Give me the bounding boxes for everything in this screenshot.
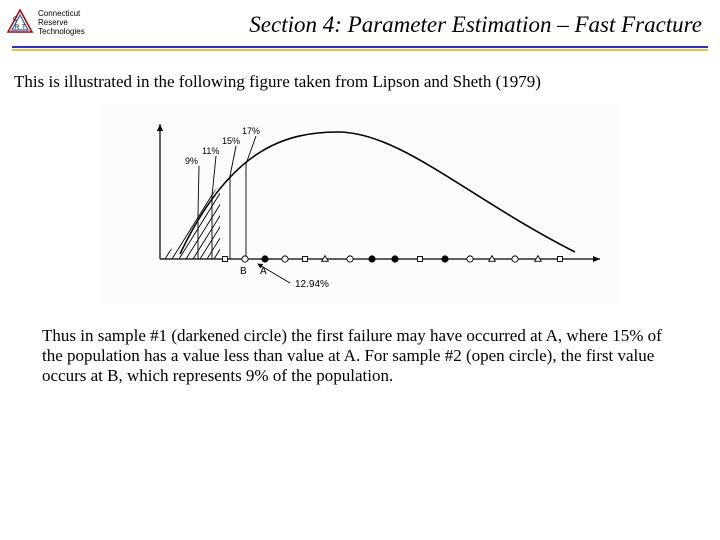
- logo-text: Connecticut Reserve Technologies: [38, 9, 85, 36]
- svg-text:B: B: [240, 266, 247, 277]
- svg-text:C: C: [13, 17, 18, 23]
- svg-text:15%: 15%: [222, 136, 240, 146]
- intro-text: This is illustrated in the following fig…: [0, 50, 720, 100]
- svg-text:12.94%: 12.94%: [295, 279, 329, 290]
- logo-line-2: Reserve: [38, 18, 85, 27]
- caption-text: Thus in sample #1 (darkened circle) the …: [0, 304, 720, 386]
- slide-title: Section 4: Parameter Estimation – Fast F…: [85, 6, 714, 38]
- figure-container: 9%11%15%17%BA12.94%: [0, 100, 720, 304]
- distribution-figure: 9%11%15%17%BA12.94%: [100, 104, 620, 304]
- logo-icon: C R T: [6, 8, 34, 36]
- header-rule: [12, 46, 708, 50]
- logo: C R T Connecticut Reserve Technologies: [6, 8, 85, 36]
- logo-line-1: Connecticut: [38, 9, 85, 18]
- svg-text:17%: 17%: [242, 126, 260, 136]
- svg-text:9%: 9%: [185, 156, 198, 166]
- svg-text:R: R: [15, 25, 20, 31]
- logo-line-3: Technologies: [38, 27, 85, 36]
- svg-text:11%: 11%: [202, 146, 219, 156]
- slide-header: C R T Connecticut Reserve Technologies S…: [0, 0, 720, 38]
- svg-text:T: T: [22, 25, 26, 31]
